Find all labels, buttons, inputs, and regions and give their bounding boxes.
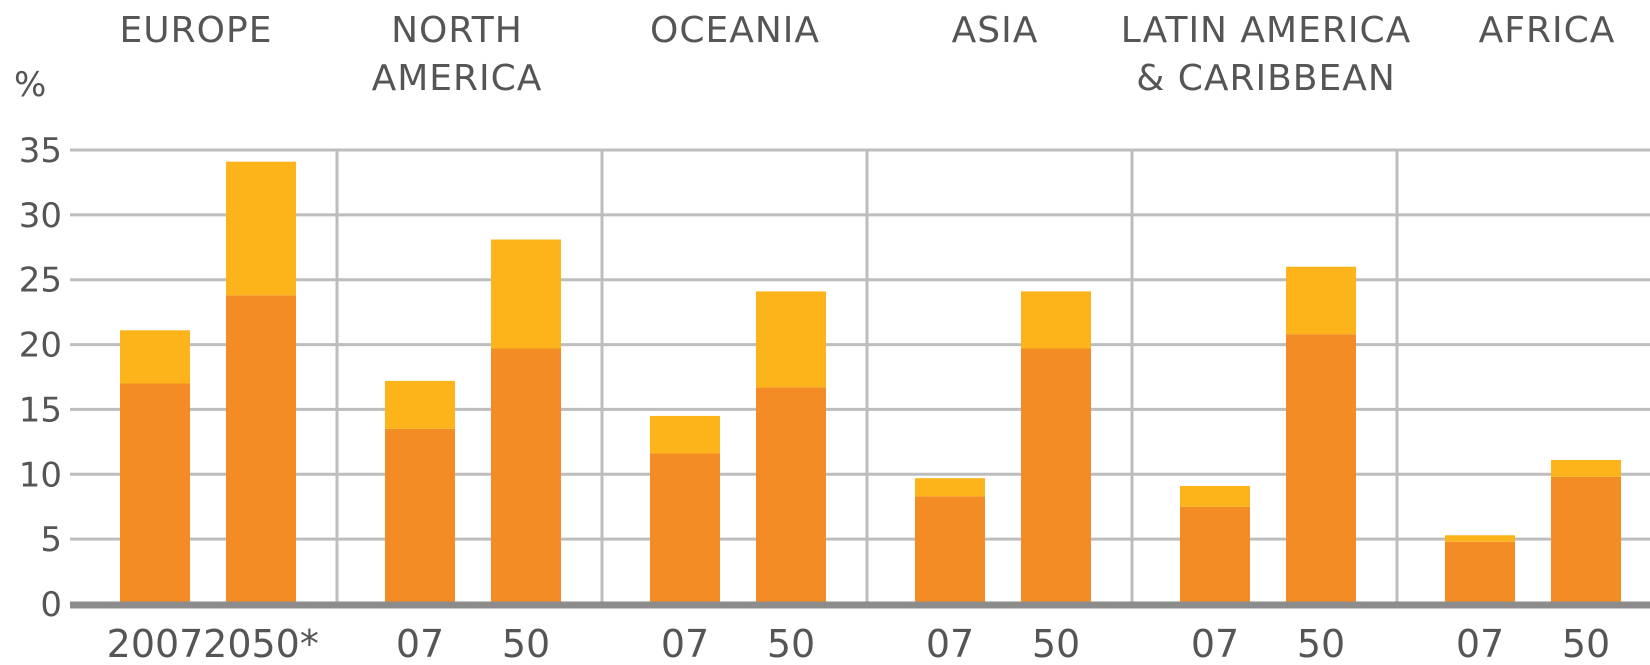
bar-upper-segment [120, 330, 190, 384]
bar-upper-segment [756, 291, 826, 388]
bar-upper-segment [1286, 266, 1356, 335]
y-tick-label: 25 [19, 261, 62, 301]
bar-lower-segment [1445, 541, 1515, 604]
region-header-label: AMERICA [372, 58, 543, 99]
region-header-label: NORTH [391, 10, 523, 51]
bar-lower-segment [915, 496, 985, 604]
region-header-label: ASIA [952, 10, 1039, 51]
bar-upper-segment [1180, 485, 1250, 507]
x-category-label: 50 [767, 622, 815, 665]
x-category-label: 2050* [203, 622, 319, 665]
y-tick-label: 15 [19, 390, 62, 430]
bar-upper-segment [226, 161, 296, 296]
bar-upper-segment [650, 415, 720, 454]
y-tick-label: 35 [19, 131, 62, 171]
region-header-label: OCEANIA [650, 10, 820, 51]
region-header-label: EUROPE [120, 10, 273, 51]
y-tick-label: 5 [40, 520, 62, 560]
bar-upper-segment [1021, 291, 1091, 349]
bar-upper-segment [385, 380, 455, 429]
bar-lower-segment [385, 428, 455, 604]
region-header-label: & CARIBBEAN [1136, 58, 1396, 99]
x-category-label: 07 [926, 622, 974, 665]
y-tick-label: 10 [19, 455, 62, 495]
bar-lower-segment [1286, 334, 1356, 604]
region-header-label: AFRICA [1479, 10, 1616, 51]
bars [120, 161, 1621, 604]
x-category-label: 50 [1562, 622, 1610, 665]
y-tick-label: 20 [19, 326, 62, 366]
labels: % 0 5 10 15 20 25 30 35 2007 2050* 07 50 07 50 07 50 07 5… [14, 10, 1616, 665]
bar-upper-segment [915, 478, 985, 497]
x-category-label: 50 [1032, 622, 1080, 665]
bar-upper-segment [1445, 535, 1515, 542]
bar-lower-segment [226, 295, 296, 604]
y-tick-label: 30 [19, 196, 62, 236]
bar-lower-segment [1180, 506, 1250, 604]
x-category-label: 07 [1456, 622, 1504, 665]
x-category-label: 50 [1297, 622, 1345, 665]
y-tick-label: 0 [40, 585, 62, 625]
bar-lower-segment [491, 348, 561, 604]
y-axis-unit-label: % [14, 65, 46, 105]
bar-lower-segment [1021, 348, 1091, 604]
bar-upper-segment [491, 239, 561, 349]
bar-lower-segment [120, 383, 190, 604]
x-category-label: 2007 [107, 622, 204, 665]
bar-lower-segment [1551, 476, 1621, 604]
gridlines [70, 148, 1650, 604]
region-header-label: LATIN AMERICA [1121, 10, 1412, 51]
x-category-label: 07 [396, 622, 444, 665]
x-category-label: 07 [661, 622, 709, 665]
bar-lower-segment [756, 387, 826, 604]
x-category-label: 50 [502, 622, 550, 665]
bar-lower-segment [650, 453, 720, 604]
bar-upper-segment [1551, 460, 1621, 477]
x-category-label: 07 [1191, 622, 1239, 665]
